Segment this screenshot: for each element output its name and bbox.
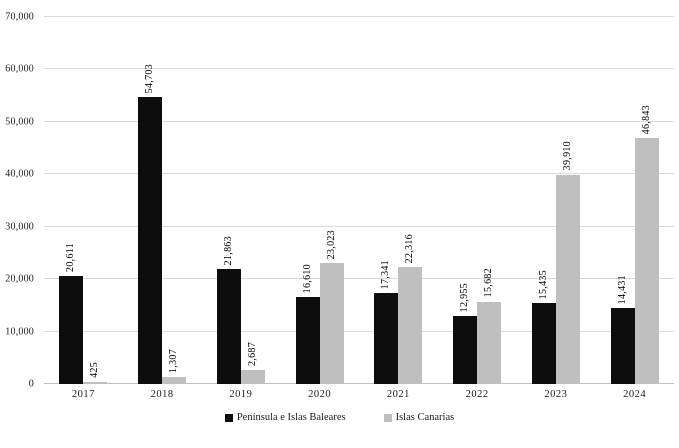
bar-2018-series0 — [138, 97, 163, 384]
gridline — [44, 16, 674, 17]
bar-value-label: 14,431 — [616, 275, 628, 305]
bar-slot: 1,307 — [162, 17, 187, 384]
legend: Península e Islas Baleares Islas Canarias — [0, 412, 679, 423]
bar-2019-series0 — [216, 269, 241, 384]
bar-slot: 39,910 — [555, 17, 580, 384]
bar-2023-series1 — [555, 174, 580, 384]
bar-2020-series0 — [295, 296, 320, 384]
bar-group-2018: 54,703 1,307 — [123, 17, 202, 384]
x-tick-label: 2023 — [544, 389, 568, 400]
gridline — [44, 278, 674, 280]
bar-group-2023: 15,435 39,910 — [517, 17, 596, 384]
x-tick-label: 2020 — [308, 389, 332, 400]
x-tick-label: 2024 — [623, 389, 647, 400]
bar-group-2020: 16,610 23,023 — [280, 17, 359, 384]
bar-group-2022: 12,955 15,682 — [438, 17, 517, 384]
bar-slot: 425 — [83, 17, 108, 384]
bar-2019-series1 — [240, 369, 265, 384]
bar-slot: 23,023 — [319, 17, 344, 384]
bar-group-2024: 14,431 46,843 — [595, 17, 674, 384]
bar-value-label: 22,316 — [404, 233, 416, 264]
y-axis: 0 10,000 20,000 30,000 40,000 50,000 60,000 70,… — [0, 12, 38, 390]
x-tick-label: 2017 — [71, 389, 95, 400]
bar-value-label: 17,341 — [380, 259, 392, 290]
y-tick-label: 10,000 — [5, 326, 34, 338]
bar-value-label: 1,307 — [168, 349, 180, 374]
bar-slot: 16,610 — [295, 17, 320, 384]
bar-value-label: 12,955 — [459, 282, 471, 313]
bar-groups: 20,611 425 54,703 1,307 21,863 2,687 16,610 23,… — [44, 17, 674, 384]
legend-item: Islas Canarias — [383, 412, 455, 423]
y-tick-label: 40,000 — [5, 168, 34, 180]
bar-2017-series1 — [83, 381, 108, 384]
bar-2021-series1 — [398, 267, 423, 384]
y-tick-label: 30,000 — [5, 221, 34, 233]
bar-2021-series0 — [374, 293, 399, 384]
gridline — [44, 173, 674, 175]
bar-value-label: 20,611 — [65, 243, 77, 272]
y-tick-label: 0 — [28, 378, 34, 390]
bar-group-2019: 21,863 2,687 — [202, 17, 281, 384]
x-tick-label: 2019 — [229, 389, 253, 400]
bar-group-2021: 17,341 22,316 — [359, 17, 438, 384]
gridlines — [44, 16, 674, 384]
gridline — [44, 68, 674, 70]
bar-value-label: 16,610 — [301, 263, 313, 293]
gridline — [44, 120, 674, 122]
legend-swatch-icon — [224, 413, 233, 422]
bar-value-label: 54,703 — [144, 63, 156, 94]
bar-2020-series1 — [319, 263, 344, 384]
bar-2017-series0 — [59, 275, 84, 384]
x-axis-line — [44, 383, 674, 384]
legend-label: Península e Islas Baleares — [236, 412, 346, 423]
bar-value-label: 21,863 — [222, 236, 234, 266]
gridline — [44, 330, 674, 332]
x-tick-label: 2022 — [465, 389, 489, 400]
bar-slot: 22,316 — [398, 17, 423, 384]
y-tick-label: 20,000 — [5, 273, 34, 285]
bar-value-label: 2,687 — [246, 341, 258, 366]
bar-slot: 21,863 — [216, 17, 241, 384]
y-tick-label: 50,000 — [5, 116, 34, 128]
bar-slot: 15,435 — [531, 17, 556, 384]
x-tick-label: 2021 — [386, 389, 410, 400]
bar-value-label: 425 — [89, 361, 101, 378]
bar-slot: 2,687 — [240, 17, 265, 384]
bar-slot: 14,431 — [610, 17, 635, 384]
bar-2024-series0 — [610, 308, 635, 384]
gridline — [44, 225, 674, 227]
bar-slot: 17,341 — [374, 17, 399, 384]
legend-swatch-icon — [383, 413, 392, 422]
bar-value-label: 23,023 — [325, 229, 337, 260]
plot-area: 20,611 425 54,703 1,307 21,863 2,687 16,610 23,… — [44, 16, 674, 384]
bar-2023-series0 — [531, 303, 556, 384]
legend-label: Islas Canarias — [395, 412, 455, 423]
bar-slot: 20,611 — [59, 17, 84, 384]
y-tick-label: 60,000 — [5, 63, 34, 75]
bar-slot: 15,682 — [477, 17, 502, 384]
bar-value-label: 15,682 — [483, 268, 495, 298]
bar-value-label: 15,435 — [537, 269, 549, 300]
bar-value-label: 46,843 — [640, 105, 652, 135]
bar-slot: 12,955 — [453, 17, 478, 384]
bar-2024-series1 — [634, 138, 659, 384]
bar-slot: 54,703 — [138, 17, 163, 384]
x-tick-label: 2018 — [150, 389, 174, 400]
y-tick-label: 70,000 — [5, 11, 34, 23]
bar-value-label: 39,910 — [561, 141, 573, 171]
bar-slot: 46,843 — [634, 17, 659, 384]
bar-2022-series1 — [477, 301, 502, 384]
bar-group-2017: 20,611 425 — [44, 17, 123, 384]
bar-2018-series1 — [162, 377, 187, 384]
x-axis: 2017 2018 2019 2020 2021 2022 2023 2024 — [44, 389, 674, 403]
legend-item: Península e Islas Baleares — [224, 412, 346, 423]
bar-2022-series0 — [453, 316, 478, 384]
